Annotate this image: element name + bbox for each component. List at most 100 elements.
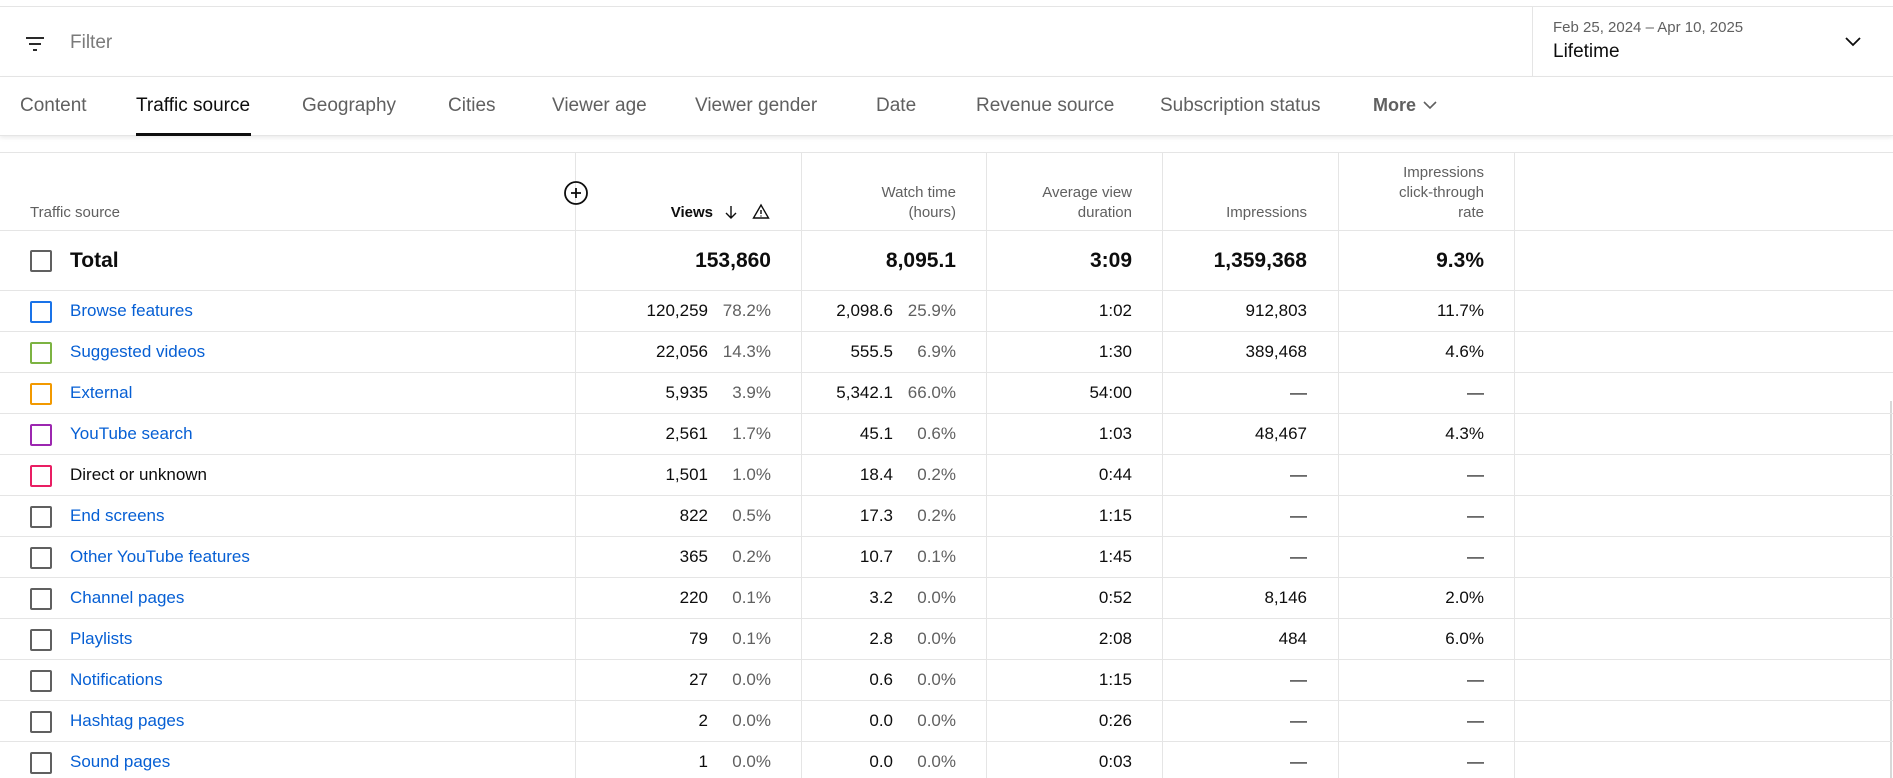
header-traffic-source[interactable]: Traffic source bbox=[30, 204, 121, 221]
tab-revenue-source[interactable]: Revenue source bbox=[976, 95, 1115, 116]
arrow-down-icon[interactable] bbox=[723, 204, 739, 220]
traffic-source-name[interactable]: Browse features bbox=[70, 301, 193, 320]
views-value: 1 bbox=[698, 752, 708, 771]
watch-time-percent: 0.0% bbox=[917, 711, 956, 730]
traffic-source-name[interactable]: External bbox=[70, 383, 133, 402]
table-row[interactable]: Other YouTube features 365 0.2% 10.7 0.1% 1:4… bbox=[0, 537, 1893, 578]
header-impressions[interactable]: Impressions bbox=[1226, 204, 1307, 221]
row-checkbox[interactable] bbox=[30, 342, 52, 364]
row-checkbox[interactable] bbox=[30, 424, 52, 446]
views-value: 822 bbox=[679, 506, 708, 525]
filter-icon[interactable] bbox=[23, 32, 47, 56]
impressions-value: — bbox=[1290, 383, 1307, 402]
row-checkbox[interactable] bbox=[30, 629, 52, 651]
traffic-source-name[interactable]: Suggested videos bbox=[70, 342, 206, 361]
date-range-picker[interactable]: Feb 25, 2024 – Apr 10, 2025 Lifetime bbox=[1532, 7, 1893, 78]
views-percent: 3.9% bbox=[732, 383, 771, 402]
average-view-duration-value: 1:15 bbox=[1098, 670, 1132, 689]
table-row[interactable]: Direct or unknown 1,501 1.0% 18.4 0.2% 0:44 — — bbox=[0, 455, 1893, 496]
average-view-duration-value: 0:26 bbox=[1098, 711, 1132, 730]
add-column-icon[interactable] bbox=[563, 180, 589, 206]
tab-traffic-source[interactable]: Traffic source bbox=[136, 95, 251, 116]
table-row[interactable]: Browse features 120,259 78.2% 2,098.6 25.9% 1… bbox=[0, 291, 1893, 332]
traffic-source-name[interactable]: End screens bbox=[70, 506, 165, 525]
row-checkbox[interactable] bbox=[30, 711, 52, 733]
total-impressions: 1,359,368 bbox=[1213, 249, 1307, 272]
row-checkbox[interactable] bbox=[30, 383, 52, 405]
total-row: Total 153,860 8,095.1 3:09 1,359,368 9.3… bbox=[0, 231, 1893, 291]
impressions-ctr-value: 11.7% bbox=[1437, 301, 1484, 320]
tab-subscription-status[interactable]: Subscription status bbox=[1160, 95, 1321, 116]
watch-time-percent: 0.0% bbox=[917, 629, 956, 648]
traffic-source-name[interactable]: Sound pages bbox=[70, 752, 171, 771]
views-percent: 1.0% bbox=[732, 465, 771, 484]
column-divider bbox=[575, 153, 576, 778]
average-view-duration-value: 1:45 bbox=[1098, 547, 1132, 566]
views-percent: 0.0% bbox=[732, 670, 771, 689]
column-divider bbox=[986, 153, 987, 778]
table-row[interactable]: YouTube search 2,561 1.7% 45.1 0.6% 1:03 48,46… bbox=[0, 414, 1893, 455]
impressions-value: 8,146 bbox=[1264, 588, 1307, 607]
header-ctr-line2: click-through bbox=[1398, 184, 1484, 201]
watch-time-value: 0.0 bbox=[869, 711, 893, 730]
header-impressions-ctr[interactable]: Impressions click-through rate bbox=[1350, 163, 1484, 223]
watch-time-value: 10.7 bbox=[859, 547, 893, 566]
impressions-ctr-value: — bbox=[1467, 752, 1484, 771]
scrollbar[interactable] bbox=[1890, 401, 1892, 778]
table-row[interactable]: External 5,935 3.9% 5,342.1 66.0% 54:00 — — bbox=[0, 373, 1893, 414]
table-row[interactable]: End screens 822 0.5% 17.3 0.2% 1:15 — — bbox=[0, 496, 1893, 537]
traffic-source-name[interactable]: Channel pages bbox=[70, 588, 185, 607]
views-value: 22,056 bbox=[656, 342, 708, 361]
average-view-duration-value: 2:08 bbox=[1098, 629, 1132, 648]
impressions-value: — bbox=[1290, 465, 1307, 484]
average-view-duration-value: 1:03 bbox=[1098, 424, 1132, 443]
header-avd-line1: Average view bbox=[1042, 184, 1132, 201]
traffic-source-name[interactable]: YouTube search bbox=[70, 424, 193, 443]
row-checkbox[interactable] bbox=[30, 588, 52, 610]
header-watch-time[interactable]: Watch time (hours) bbox=[820, 183, 956, 223]
table-row[interactable]: Notifications 27 0.0% 0.6 0.0% 1:15 — — bbox=[0, 660, 1893, 701]
average-view-duration-value: 1:15 bbox=[1098, 506, 1132, 525]
row-checkbox[interactable] bbox=[30, 670, 52, 692]
table-row[interactable]: Hashtag pages 2 0.0% 0.0 0.0% 0:26 — — bbox=[0, 701, 1893, 742]
header-ctr-line3: rate bbox=[1458, 204, 1484, 221]
table-row[interactable]: Suggested videos 22,056 14.3% 555.5 6.9% 1:30… bbox=[0, 332, 1893, 373]
tab-date[interactable]: Date bbox=[876, 95, 917, 116]
table-row[interactable]: Sound pages 1 0.0% 0.0 0.0% 0:03 — — bbox=[0, 742, 1893, 778]
tab-content[interactable]: Content bbox=[20, 95, 87, 116]
traffic-source-name[interactable]: Hashtag pages bbox=[70, 711, 185, 730]
row-checkbox[interactable] bbox=[30, 301, 52, 323]
impressions-ctr-value: — bbox=[1467, 547, 1484, 566]
watch-time-percent: 0.0% bbox=[917, 670, 956, 689]
views-percent: 1.7% bbox=[732, 424, 771, 443]
table-row[interactable]: Channel pages 220 0.1% 3.2 0.0% 0:52 8,146 2.0% bbox=[0, 578, 1893, 619]
total-checkbox[interactable] bbox=[30, 250, 52, 272]
traffic-source-name[interactable]: Notifications bbox=[70, 670, 163, 689]
views-percent: 0.0% bbox=[732, 752, 771, 771]
tab-cities[interactable]: Cities bbox=[448, 95, 496, 116]
tab-more[interactable]: More bbox=[1373, 95, 1438, 116]
watch-time-percent: 0.6% bbox=[917, 424, 956, 443]
filter-input[interactable]: Filter bbox=[70, 32, 113, 53]
traffic-source-name[interactable]: Other YouTube features bbox=[70, 547, 250, 566]
table-row[interactable]: Playlists 79 0.1% 2.8 0.0% 2:08 484 6.0% bbox=[0, 619, 1893, 660]
report-tabs: Content Traffic source Geography Cities … bbox=[0, 77, 1893, 136]
row-checkbox[interactable] bbox=[30, 465, 52, 487]
traffic-source-name[interactable]: Playlists bbox=[70, 629, 133, 648]
warning-icon[interactable] bbox=[752, 203, 770, 221]
impressions-ctr-value: — bbox=[1467, 465, 1484, 484]
tab-viewer-age[interactable]: Viewer age bbox=[552, 95, 647, 116]
watch-time-percent: 0.0% bbox=[917, 752, 956, 771]
row-checkbox[interactable] bbox=[30, 547, 52, 569]
tab-viewer-gender[interactable]: Viewer gender bbox=[695, 95, 818, 116]
impressions-value: — bbox=[1290, 711, 1307, 730]
header-average-view-duration[interactable]: Average view duration bbox=[1000, 183, 1132, 223]
row-checkbox[interactable] bbox=[30, 506, 52, 528]
row-checkbox[interactable] bbox=[30, 752, 52, 774]
average-view-duration-value: 0:52 bbox=[1098, 588, 1132, 607]
header-views[interactable]: Views bbox=[670, 204, 713, 221]
impressions-ctr-value: — bbox=[1467, 506, 1484, 525]
impressions-ctr-value: — bbox=[1467, 383, 1484, 402]
tab-geography[interactable]: Geography bbox=[302, 95, 397, 116]
views-value: 79 bbox=[689, 629, 708, 648]
